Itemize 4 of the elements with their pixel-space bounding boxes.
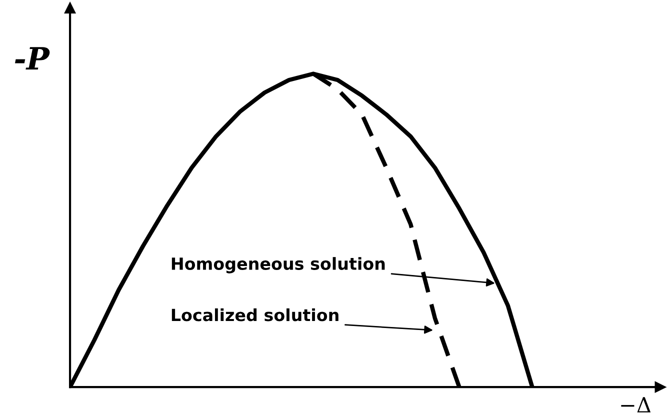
- x-axis-title: −Δ: [621, 397, 651, 412]
- y-axis-title: -P: [14, 47, 50, 70]
- annotation: Localized solution: [172, 308, 338, 322]
- annotation: Homogeneous solution: [172, 257, 385, 274]
